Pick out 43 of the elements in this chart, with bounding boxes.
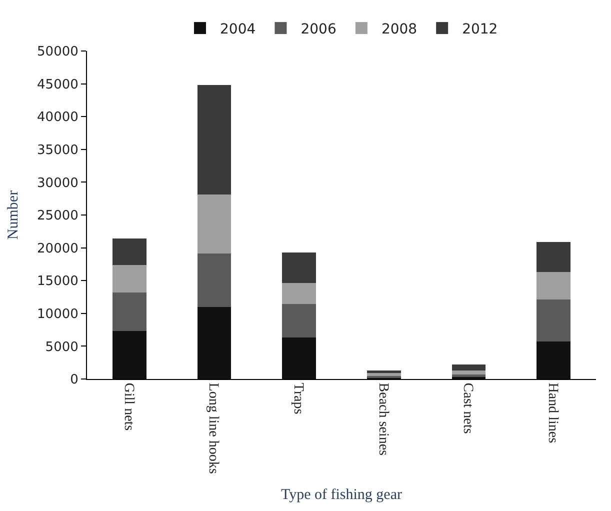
bar [536, 242, 571, 272]
bar [282, 338, 316, 379]
y-tick-label: 15000 [37, 274, 78, 290]
y-axis-title: Number [5, 190, 22, 240]
legend-label: 2004 [220, 22, 256, 38]
bar [452, 374, 486, 378]
bar [112, 264, 146, 292]
bar [197, 306, 232, 379]
bar [536, 342, 571, 379]
x-tick-label: Gill nets [120, 382, 136, 431]
y-tick-label: 35000 [37, 142, 78, 158]
bar [112, 331, 146, 379]
x-tick-label: Hand lines [545, 382, 560, 444]
x-tick-label: Cast nets [460, 382, 476, 434]
y-tick-label: 10000 [37, 306, 78, 322]
bar [197, 194, 232, 254]
bar [366, 370, 401, 374]
bar [536, 272, 571, 300]
x-axis-title: Type of fishing gear [281, 486, 402, 503]
y-tick-label: 40000 [37, 110, 78, 126]
bar [112, 238, 146, 265]
legend-label: 2006 [300, 22, 336, 38]
y-tick-label: 50000 [37, 44, 78, 60]
y-tick-label: 20000 [37, 241, 78, 256]
bar [452, 364, 486, 370]
bar [197, 254, 232, 307]
x-tick-label: Beach seines [375, 382, 390, 456]
y-tick-label: 0 [70, 372, 78, 388]
bar [536, 300, 571, 342]
y-tick-label: 5000 [45, 340, 78, 355]
y-tick-label: 45000 [37, 77, 78, 92]
bar [282, 304, 316, 338]
bar [112, 292, 146, 332]
legend-label: 2008 [381, 22, 418, 38]
y-tick-label: 30000 [37, 176, 78, 191]
y-tick-label: 25000 [37, 208, 78, 224]
x-tick-label: Traps [290, 382, 306, 414]
bar [282, 283, 316, 304]
bar [282, 252, 316, 284]
bar [452, 370, 486, 374]
x-tick-label: Long line hooks [206, 382, 221, 474]
bar [197, 85, 232, 195]
legend-label: 2012 [462, 22, 498, 38]
